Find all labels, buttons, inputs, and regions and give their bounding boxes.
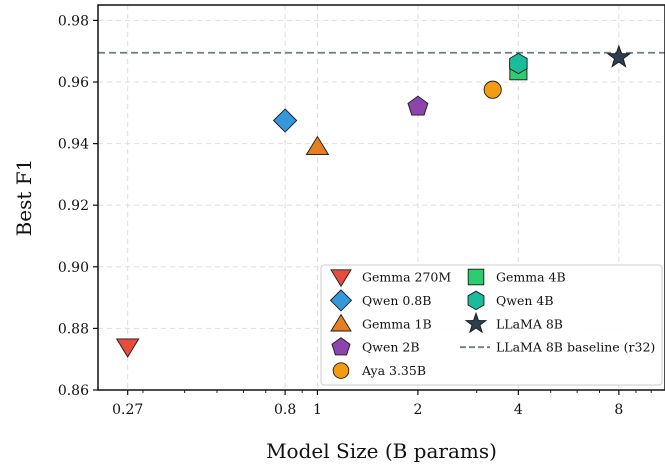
marker-gemma-1b: [305, 135, 330, 156]
x-tick-label: 4: [514, 402, 523, 418]
x-tick-label: 0.8: [274, 402, 296, 418]
legend-label-gemma-270m: Gemma 270M: [362, 270, 451, 285]
legend-label-llama-8b: LLaMA 8B: [496, 316, 563, 331]
legend-marker-gemma-4b: [467, 268, 485, 286]
legend-marker-gemma-1b: [330, 313, 352, 332]
x-axis-title: Model Size (B params): [266, 439, 497, 463]
marker-qwen-0-8b: [272, 108, 298, 133]
x-tick-label: 0.27: [112, 402, 143, 418]
legend-label-llama-8b-baseline-r32: LLaMA 8B baseline (r32): [496, 340, 655, 355]
legend-marker-qwen-2b: [331, 337, 351, 356]
legend-label-aya-3-35b: Aya 3.35B: [361, 363, 426, 378]
y-tick-label: 0.86: [58, 383, 89, 399]
legend-label-qwen-0-8b: Qwen 0.8B: [362, 293, 431, 308]
axis-ticks: 0.86 0.88 0.90 0.92 0.94 0.96 0.98 0.27 0.8 1 2 4 8: [58, 13, 652, 418]
y-tick-label: 0.88: [58, 321, 89, 337]
legend-label-qwen-4b: Qwen 4B: [496, 293, 554, 308]
y-tick-label: 0.96: [58, 75, 89, 91]
marker-llama-8b: [606, 44, 632, 68]
data-markers: [115, 44, 632, 358]
y-tick-label: 0.94: [58, 137, 89, 153]
legend-marker-gemma-270m: [330, 269, 352, 288]
legend-marker-aya-3-35b: [332, 362, 350, 379]
y-tick-label: 0.98: [58, 13, 89, 29]
legend-marker-qwen-0-8b: [329, 289, 353, 312]
legend-label-gemma-4b: Gemma 4B: [496, 270, 566, 285]
x-tick-label: 2: [413, 402, 422, 418]
y-tick-label: 0.90: [58, 260, 89, 276]
marker-gemma-270m: [115, 338, 140, 358]
y-axis-title: Best F1: [12, 159, 36, 237]
legend: Gemma 270M Qwen 0.8B Gemma 1B Qwen 2B Aya 3.…: [320, 264, 663, 386]
legend-marker-llama-8b: [464, 311, 488, 334]
legend-marker-qwen-4b: [467, 290, 485, 311]
marker-qwen-2b: [407, 95, 429, 116]
plot-frame: [97, 4, 665, 391]
marker-aya-3-35b: [483, 80, 502, 99]
marker-qwen-4b: [509, 52, 528, 75]
x-tick-label: 1: [313, 402, 322, 418]
legend-box: [320, 264, 663, 386]
x-tick-label: 8: [614, 402, 623, 418]
y-tick-label: 0.92: [58, 198, 89, 214]
legend-label-qwen-2b: Qwen 2B: [362, 340, 420, 355]
legend-label-gemma-1b: Gemma 1B: [362, 316, 432, 331]
